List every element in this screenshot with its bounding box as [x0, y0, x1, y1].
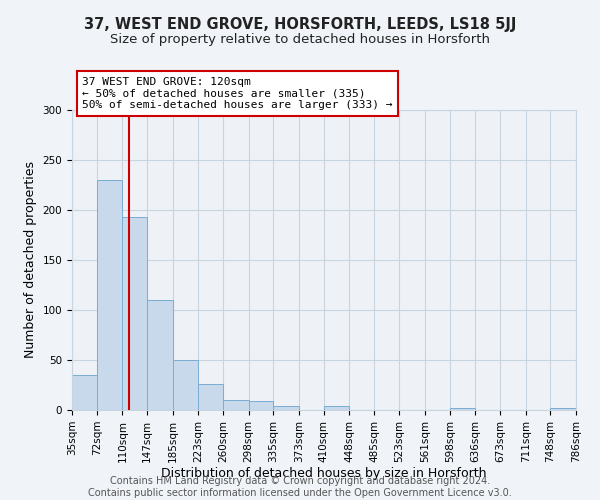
Bar — [274, 406, 299, 410]
Bar — [173, 360, 198, 410]
Bar — [450, 408, 475, 410]
Bar — [72, 375, 97, 410]
Bar — [97, 180, 122, 410]
X-axis label: Distribution of detached houses by size in Horsforth: Distribution of detached houses by size … — [161, 468, 487, 480]
Bar — [550, 408, 576, 410]
Bar — [122, 217, 147, 410]
Bar — [198, 384, 223, 410]
Y-axis label: Number of detached properties: Number of detached properties — [24, 162, 37, 358]
Text: Contains HM Land Registry data © Crown copyright and database right 2024.
Contai: Contains HM Land Registry data © Crown c… — [88, 476, 512, 498]
Text: Size of property relative to detached houses in Horsforth: Size of property relative to detached ho… — [110, 32, 490, 46]
Text: 37, WEST END GROVE, HORSFORTH, LEEDS, LS18 5JJ: 37, WEST END GROVE, HORSFORTH, LEEDS, LS… — [84, 18, 516, 32]
Bar — [323, 406, 349, 410]
Bar — [147, 300, 173, 410]
Bar — [248, 401, 274, 410]
Bar — [223, 400, 248, 410]
Text: 37 WEST END GROVE: 120sqm
← 50% of detached houses are smaller (335)
50% of semi: 37 WEST END GROVE: 120sqm ← 50% of detac… — [82, 77, 392, 110]
